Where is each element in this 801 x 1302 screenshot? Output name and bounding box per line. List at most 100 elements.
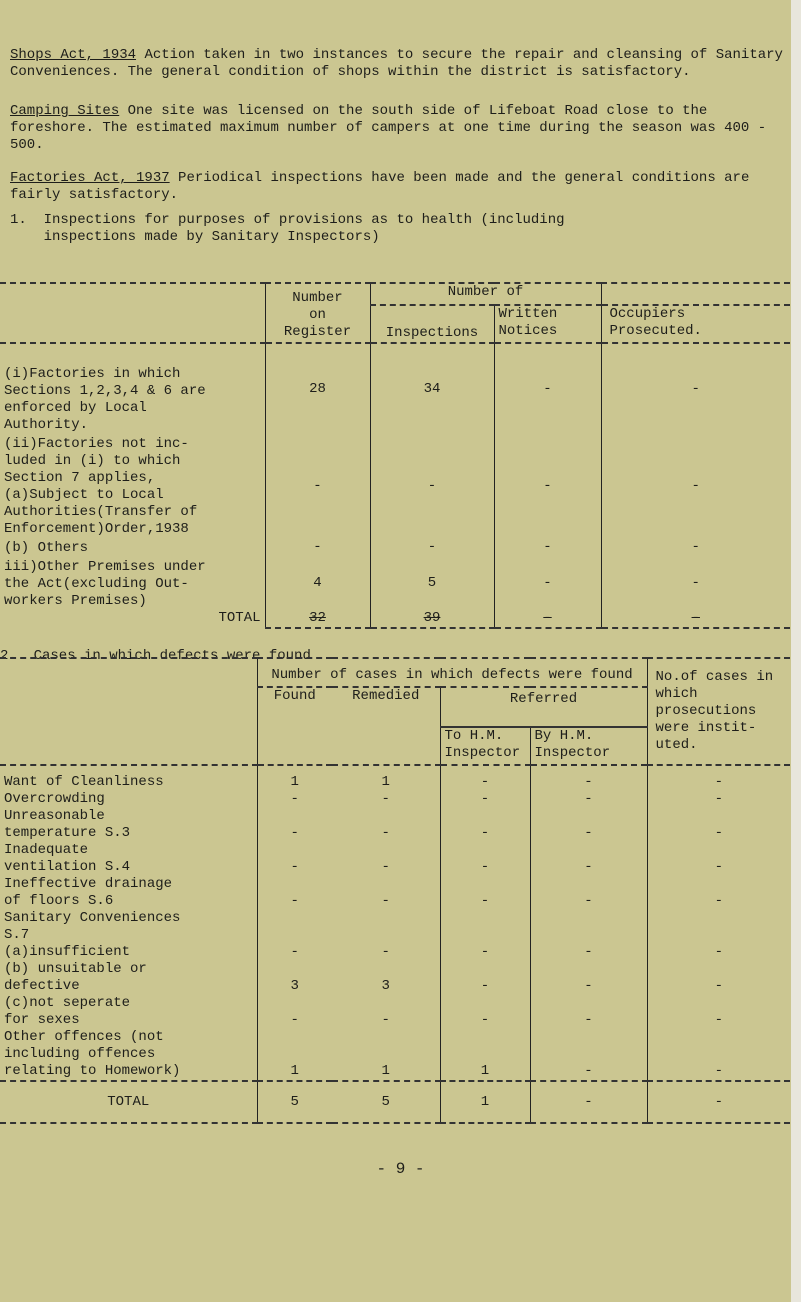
header-remedied: Remedied [332,687,440,766]
cell-value: - [381,893,390,909]
table-row: Unreasonable temperature S.3- - - - - [0,808,791,842]
table-row: (c)not seperate for sexes - - - - - [0,995,791,1029]
shops-heading: Shops Act, 1934 [10,47,137,63]
cell-value: - [646,944,791,961]
cell-value [332,910,440,944]
table-row: Inadequate ventilation S.4- - - - - [0,842,791,876]
total-value: - [493,610,601,629]
cell-value: - [256,944,332,961]
cell-value: 3 [381,978,390,994]
total-row: TOTAL 5 5 1- - [0,1081,791,1123]
section1-title: 1. Inspections for purposes of provision… [10,212,565,245]
cell-value: 1 [381,1063,390,1079]
header-prosecuted: Occupiers Prosecuted. [600,305,790,344]
row-label: Sanitary Conveniences S.7 [4,910,181,943]
row-label: Unreasonable temperature S.3 [4,808,131,841]
cell-value: - [600,434,790,538]
header-referred: Referred [439,687,648,728]
cell-value: - [529,876,648,910]
total-value: 32 [264,610,370,629]
cell-value: - [256,876,332,910]
cell-value: - [381,825,390,841]
cell-value: - [529,1029,648,1081]
cell-value: 34 [369,343,494,434]
header-register: Number on Register [264,283,370,344]
cell-value: - [256,842,332,876]
cell-value: - [600,343,790,434]
total-value: - [600,610,790,629]
cell-value: - [493,434,601,538]
cell-value: - [646,961,791,995]
table-row: (a)insufficient - - - - - [0,944,791,961]
total-value: 5 [381,1093,390,1110]
cell-value: - [493,538,601,557]
table-row: (ii)Factories not inc- luded in (i) to w… [0,434,790,538]
header-inspections: Inspections [369,305,494,344]
cell-value: 28 [264,343,370,434]
cell-value [439,910,530,944]
cell-value: - [439,808,530,842]
row-label: (c)not seperate for sexes [4,995,131,1028]
cell-value: - [600,538,790,557]
cell-value: - [439,842,530,876]
row-label: Other offences (not including offences r… [4,1029,181,1079]
row-label: (a)insufficient [4,944,131,960]
shops-act-paragraph: Shops Act, 1934 Action taken in two inst… [10,47,790,81]
inspections-table: Number on Register Number of Inspections… [0,282,790,629]
table-row: (b) unsuitable or defective 3 3- - - [0,961,791,995]
row-label: Ineffective drainage of floors S.6 [4,876,173,909]
total-value: - [529,1081,648,1123]
table-row: Want of Cleanliness 1 1- - - [0,765,791,791]
row-label: Want of Cleanliness [4,774,164,790]
table-row: (b) Others - - - - [0,538,790,557]
cell-value: - [646,876,791,910]
total-label: TOTAL [107,1093,150,1110]
page-edge [791,0,801,1302]
cell-value: - [529,791,648,808]
cell-value: - [439,961,530,995]
header-to-hm: To H.M. Inspector [439,727,530,766]
cell-value: 1 [256,765,332,791]
cell-value: 5 [369,557,494,610]
cell-value [256,910,332,944]
cell-value: - [264,538,370,557]
cell-value: - [529,995,648,1029]
defects-table: Number of cases in which defects were fo… [0,657,791,1124]
total-value: - [646,1081,791,1123]
header-notices: Written Notices [493,305,601,344]
cell-value: - [256,791,332,808]
table-row: iii)Other Premises under the Act(excludi… [0,557,790,610]
cell-value: - [439,791,530,808]
cell-value: - [600,557,790,610]
cell-value: - [646,808,791,842]
table-row: (i)Factories in which Sections 1,2,3,4 &… [0,343,790,434]
cell-value: - [646,791,791,808]
cell-value: - [439,995,530,1029]
cell-value: - [439,944,530,961]
cell-value: - [529,808,648,842]
total-label: TOTAL [218,610,261,626]
row-label: (i)Factories in which Sections 1,2,3,4 &… [4,366,206,433]
cell-value: - [529,842,648,876]
camping-text: One site was licensed on the south side … [10,103,767,153]
cell-value: - [646,1029,791,1081]
camping-heading: Camping Sites [10,103,120,119]
header-found: Found [256,687,332,766]
cell-value: - [256,808,332,842]
factories-paragraph: Factories Act, 1937 Periodical inspectio… [10,170,790,204]
table-row: Ineffective drainage of floors S.6- - - - - [0,876,791,910]
row-label: iii)Other Premises under the Act(excludi… [4,559,206,609]
cell-value: - [369,538,494,557]
total-row: TOTAL 32 39- - [0,610,790,629]
cell-value: - [381,791,390,807]
header-number-of: Number of [369,283,601,306]
cell-value: - [646,765,791,791]
header-by-hm: By H.M. Inspector [529,727,648,766]
cell-value: 3 [256,961,332,995]
cell-value: 1 [256,1029,332,1081]
header-prosecutions: No.of cases in which prosecutions were i… [646,658,791,766]
total-value: 39 [369,610,494,629]
cell-value: - [381,859,390,875]
cell-value: - [256,995,332,1029]
camping-paragraph: Camping Sites One site was licensed on t… [10,103,790,154]
